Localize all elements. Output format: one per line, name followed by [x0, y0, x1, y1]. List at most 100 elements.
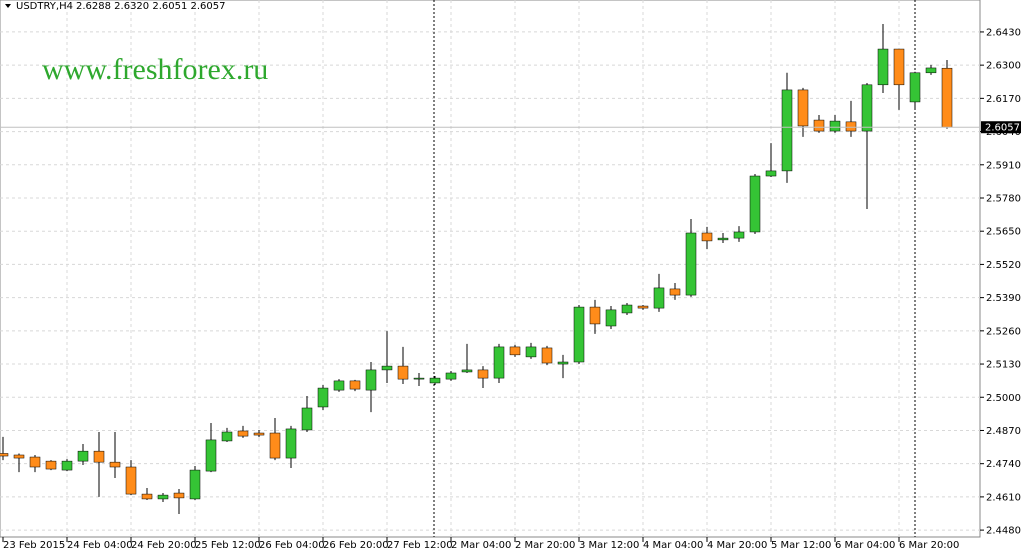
x-tick-label: 6 Mar 04:00 [835, 540, 895, 551]
candle-body [573, 306, 585, 363]
candle-body [61, 460, 73, 471]
candle-body [29, 456, 41, 468]
x-tick-label: 3 Mar 12:00 [579, 540, 639, 551]
last-price-label: 2.6057 [985, 123, 1020, 134]
candle-body [157, 494, 169, 500]
candle-body [397, 365, 409, 380]
y-tick-label: 2.5000 [986, 393, 1021, 404]
candle-body [941, 67, 953, 128]
candle-body [733, 231, 745, 239]
y-tick-label: 2.4610 [986, 492, 1021, 503]
candle-body [317, 387, 329, 408]
x-tick-label: 24 Feb 20:00 [131, 540, 197, 551]
candle-body [93, 450, 105, 463]
candle-body [349, 380, 361, 390]
candle-body [541, 347, 553, 364]
y-tick-label: 2.4480 [986, 526, 1021, 537]
y-tick-label: 2.5520 [986, 260, 1021, 271]
x-tick-label: 4 Mar 04:00 [643, 540, 703, 551]
candle-body [749, 175, 761, 233]
candle-body [701, 232, 713, 242]
y-tick-label: 2.5780 [986, 193, 1021, 204]
candle-body [909, 72, 921, 103]
candle-body [717, 237, 729, 241]
candle-body [477, 369, 489, 379]
x-tick-label: 24 Feb 04:00 [67, 540, 133, 551]
candle-body [0, 453, 9, 457]
x-tick-label: 26 Feb 04:00 [259, 540, 325, 551]
candle-body [189, 469, 201, 500]
quote: 2.6288 2.6320 2.6051 2.6057 [76, 1, 226, 12]
candle-body [221, 431, 233, 442]
candle-body [381, 365, 393, 371]
candle-body [813, 119, 825, 132]
candle-body [637, 305, 649, 309]
x-tick-label: 27 Feb 12:00 [387, 540, 453, 551]
candle-body [525, 346, 537, 358]
candle-body [781, 89, 793, 172]
y-tick-label: 2.5910 [986, 160, 1021, 171]
candle-body [109, 461, 121, 468]
candle-body [365, 369, 377, 391]
candle-body [173, 492, 185, 499]
x-tick-label: 2 Mar 04:00 [451, 540, 511, 551]
symbol-icon [5, 4, 11, 8]
candle-body [461, 369, 473, 373]
x-tick-label: 4 Mar 20:00 [707, 540, 767, 551]
symbol: USDTRY,H4 [16, 1, 73, 12]
candle-body [829, 120, 841, 132]
candle-body [429, 377, 441, 384]
candle-body [237, 430, 249, 437]
candle-body [589, 306, 601, 325]
candle-body [509, 346, 521, 356]
candle-body [653, 287, 665, 309]
y-tick-label: 2.6300 [986, 61, 1021, 72]
x-tick-label: 5 Mar 12:00 [771, 540, 831, 551]
candle-body [269, 432, 281, 459]
candle-body [125, 466, 137, 495]
candle-body [77, 450, 89, 462]
candle-body [13, 454, 25, 459]
candle-body [205, 439, 217, 472]
candle-body [413, 377, 425, 380]
y-tick-label: 2.5650 [986, 227, 1021, 238]
candle-body [893, 48, 905, 86]
y-tick-label: 2.6170 [986, 94, 1021, 105]
x-tick-label: 26 Feb 20:00 [323, 540, 389, 551]
candle-body [621, 304, 633, 314]
candle-body [685, 232, 697, 296]
candle-body [877, 48, 889, 86]
candle-body [797, 89, 809, 127]
y-tick-label: 2.5260 [986, 326, 1021, 337]
candle-body [669, 288, 681, 296]
candle-body [301, 407, 313, 431]
candle-body [333, 380, 345, 391]
candle-body [285, 428, 297, 459]
candles [0, 24, 953, 515]
candle-body [861, 84, 873, 132]
candle-body [45, 460, 57, 470]
y-tick-label: 2.4870 [986, 426, 1021, 437]
watermark: www.freshforex.ru [42, 53, 268, 86]
candle-body [253, 432, 265, 436]
candle-body [605, 309, 617, 327]
last-price-box [981, 121, 1021, 134]
candle-body [845, 121, 857, 132]
plot-area [0, 0, 981, 538]
axes: 2.4480 2.4610 2.4740 2.4870 2.5000 2.5130 2.52… [0, 27, 1021, 551]
candle-body [765, 170, 777, 177]
x-tick-label: 6 Mar 20:00 [899, 540, 959, 551]
candle-body [925, 67, 937, 74]
candle-body [493, 346, 505, 379]
y-tick-label: 2.4740 [986, 459, 1021, 470]
candle-body [445, 372, 457, 380]
candle-body [557, 361, 569, 365]
y-tick-label: 2.5130 [986, 360, 1021, 371]
x-tick-label: 25 Feb 12:00 [195, 540, 261, 551]
y-tick-label: 2.6430 [986, 27, 1021, 38]
candle-body [141, 493, 153, 500]
y-tick-label: 2.5390 [986, 293, 1021, 304]
x-tick-label: 23 Feb 2015 [3, 540, 65, 551]
